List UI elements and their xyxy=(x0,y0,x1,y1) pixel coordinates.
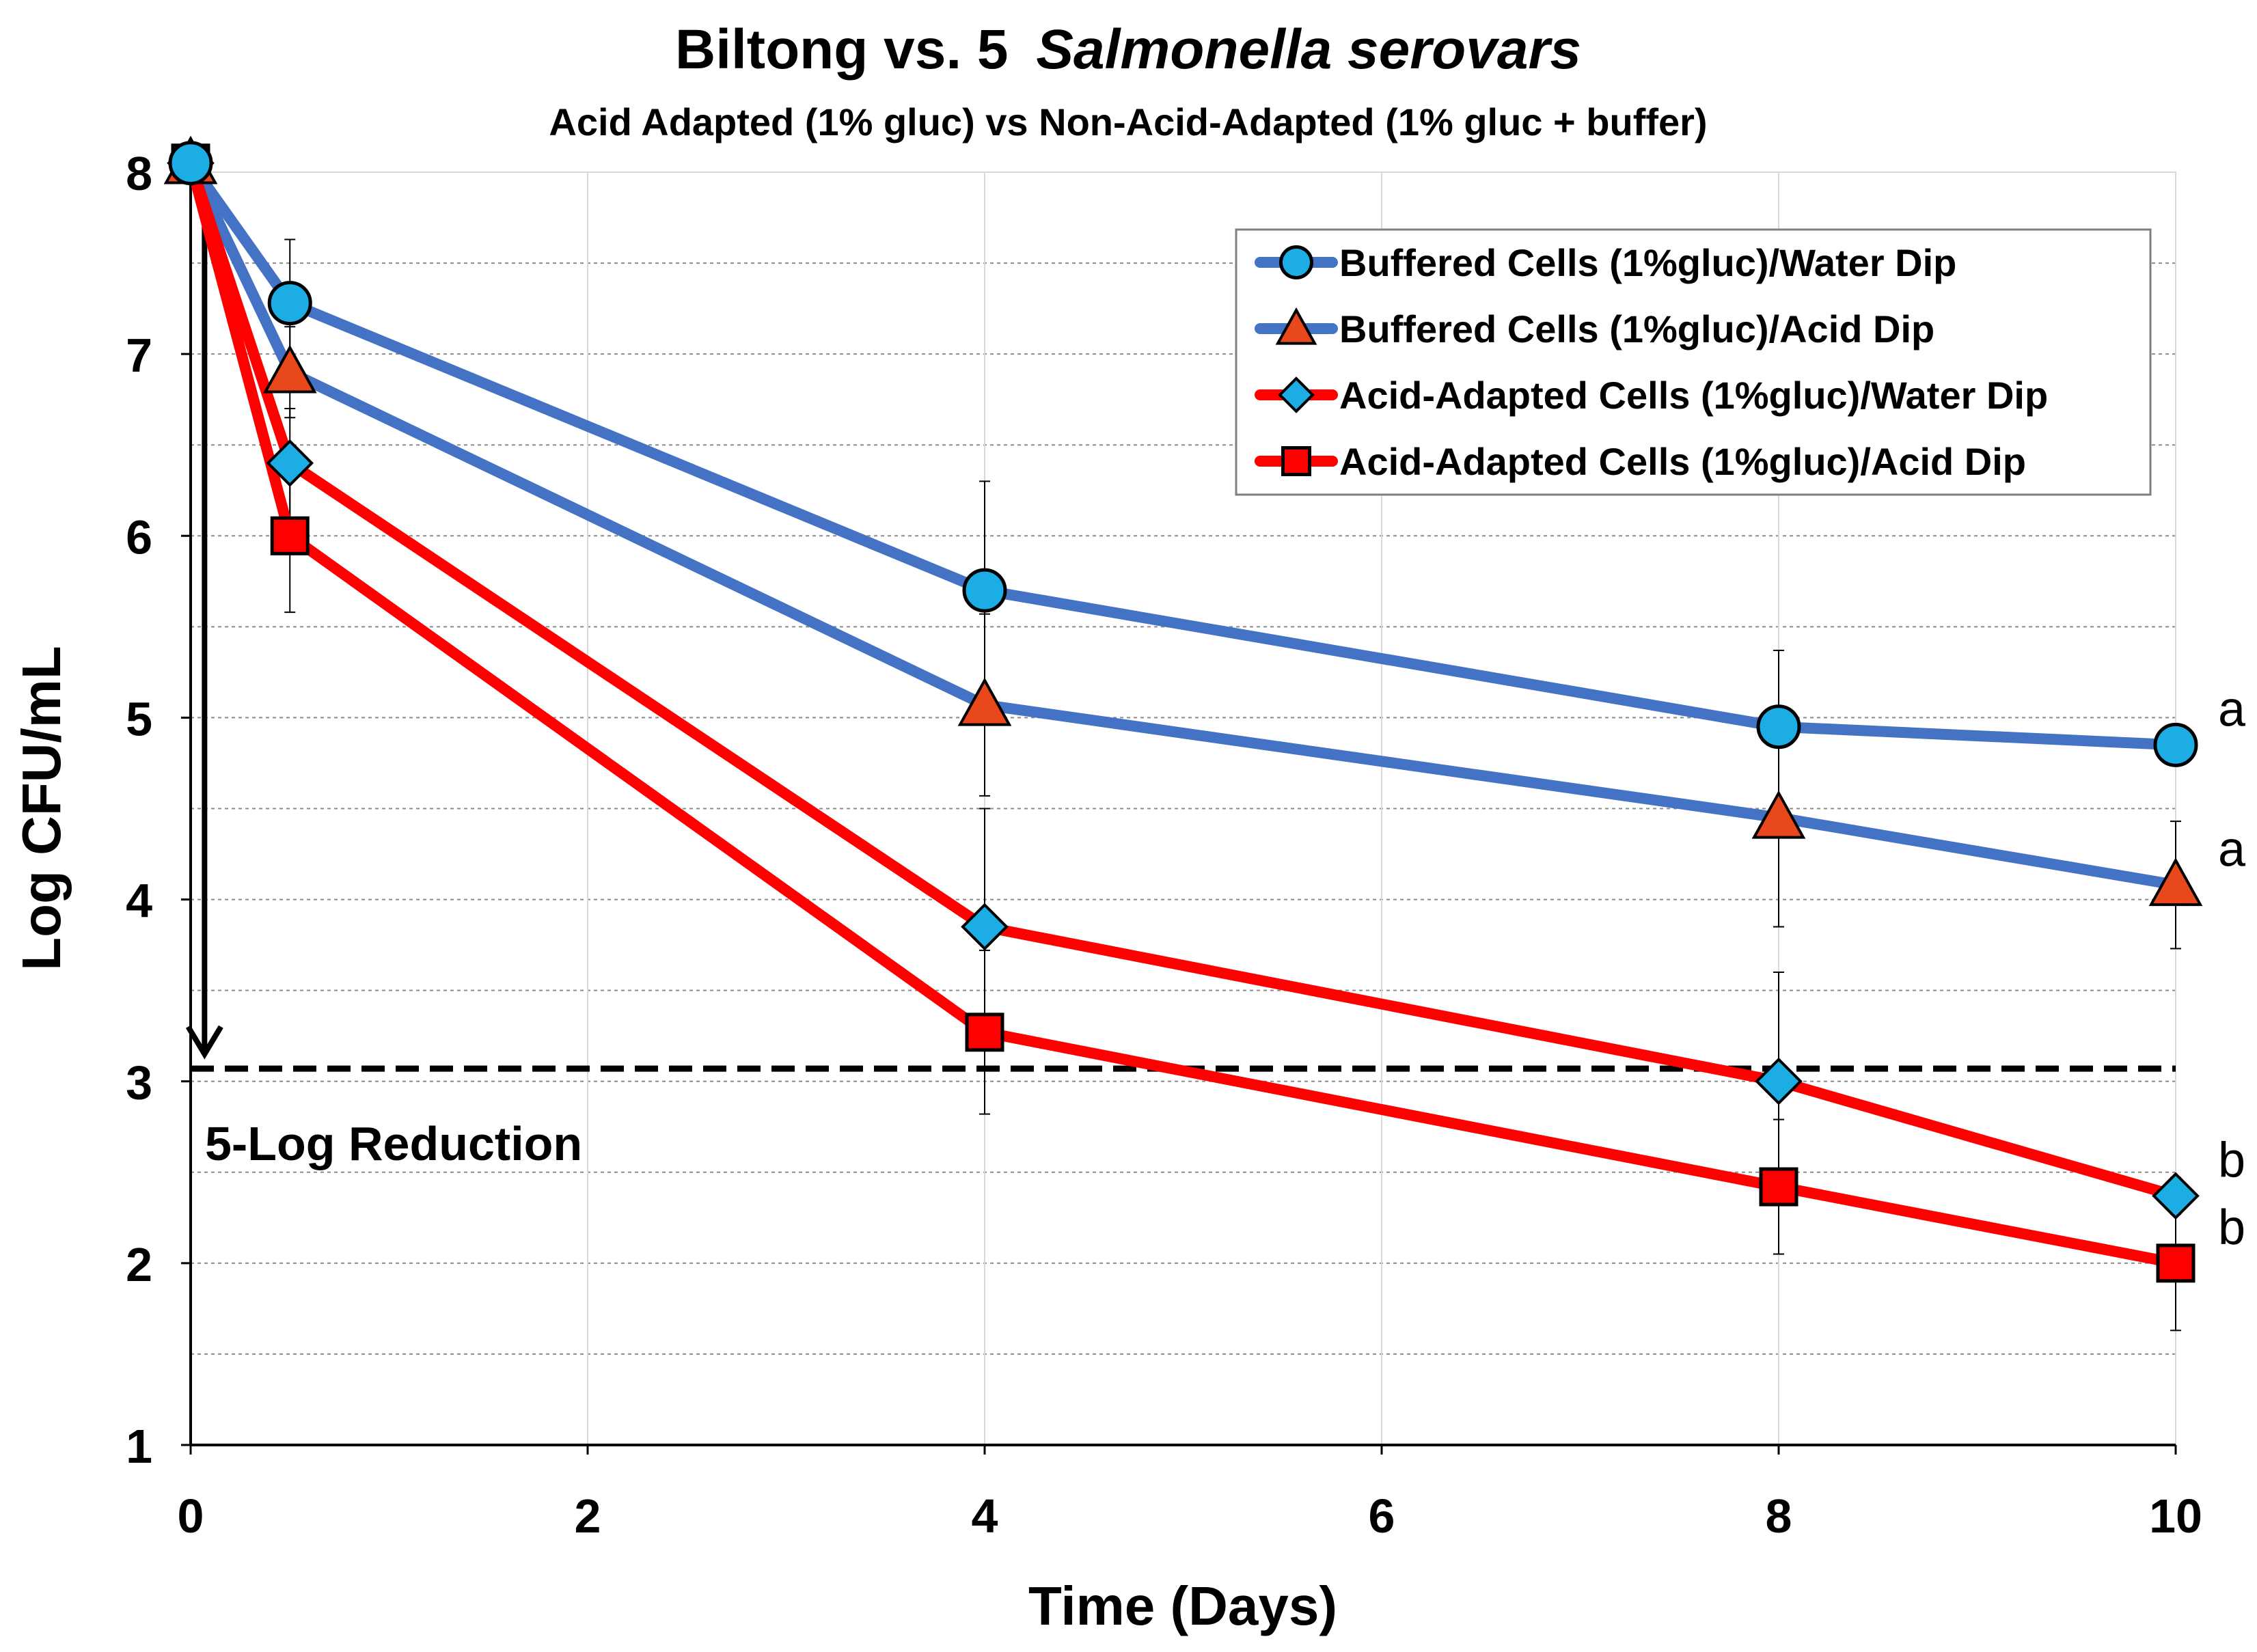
chart-title-group: Biltong vs. 5 Salmonella serovars xyxy=(675,18,1581,81)
legend-label-4: Acid-Adapted Cells (1%gluc)/Acid Dip xyxy=(1339,440,2026,483)
chart-subtitle: Acid Adapted (1% gluc) vs Non-Acid-Adapt… xyxy=(549,100,1707,143)
data-point-series-1 xyxy=(962,568,1007,613)
legend-box xyxy=(1235,228,2152,496)
significance-label-series-3: b xyxy=(2218,1133,2245,1187)
data-point-series-1 xyxy=(168,141,213,186)
data-point-series-1 xyxy=(2153,722,2198,767)
y-tick-label: 5 xyxy=(126,692,152,745)
data-point-series-4 xyxy=(2156,1243,2196,1283)
data-point-series-1 xyxy=(267,281,312,326)
axis-tick-labels: 1 2 3 4 5 6 7 8 0 2 4 6 8 10 xyxy=(126,147,2202,1543)
data-point-series-3 xyxy=(1755,1057,1803,1105)
x-tick-label: 4 xyxy=(972,1489,998,1543)
data-point-series-4 xyxy=(1759,1167,1798,1207)
y-tick-label: 3 xyxy=(126,1056,152,1110)
legend-marker-1 xyxy=(1279,245,1313,279)
significance-label-series-1: a xyxy=(2218,682,2246,736)
significance-label-series-2: a xyxy=(2218,822,2246,877)
data-point-series-2 xyxy=(1751,790,1806,839)
y-tick-label: 7 xyxy=(126,329,152,382)
data-point-series-2 xyxy=(957,677,1012,726)
series-markers xyxy=(163,135,2203,1283)
y-tick-label: 8 xyxy=(126,147,152,200)
y-tick-label: 4 xyxy=(126,875,152,928)
y-tick-label: 1 xyxy=(126,1420,152,1473)
data-point-series-3 xyxy=(2152,1172,2200,1220)
significance-labels: bb a a xyxy=(2218,682,2246,1255)
x-tick-label: 0 xyxy=(178,1489,204,1543)
x-axis-label: Time (Days) xyxy=(1028,1575,1337,1636)
y-axis-label: Log CFU/mL xyxy=(11,646,72,970)
x-tick-label: 10 xyxy=(2149,1489,2202,1543)
data-point-series-2 xyxy=(2148,857,2203,907)
legend-label-2: Buffered Cells (1%gluc)/Acid Dip xyxy=(1339,307,1934,350)
x-tick-label: 2 xyxy=(575,1489,601,1543)
significance-label-series-4: b xyxy=(2218,1200,2245,1255)
reduction-arrow-head xyxy=(185,1025,223,1060)
x-tick-label: 8 xyxy=(1766,1489,1792,1543)
legend-label-3: Acid-Adapted Cells (1%gluc)/Water Dip xyxy=(1339,374,2048,417)
chart-title-italic: Salmonella serovars xyxy=(1036,18,1581,81)
data-point-series-4 xyxy=(965,1013,1004,1052)
legend-marker-4 xyxy=(1281,446,1311,476)
legend-marker-3 xyxy=(1278,376,1315,413)
legend: Buffered Cells (1%gluc)/Water Dip Buffere… xyxy=(1235,228,2152,496)
y-tick-label: 2 xyxy=(126,1238,152,1291)
legend-marker-2 xyxy=(1275,307,1317,345)
data-point-series-2 xyxy=(262,344,317,394)
data-point-series-3 xyxy=(266,439,314,487)
data-point-series-4 xyxy=(270,516,310,555)
data-point-series-1 xyxy=(1756,704,1801,749)
y-tick-label: 6 xyxy=(126,510,152,564)
data-point-series-3 xyxy=(961,903,1009,951)
chart-title: Biltong vs. 5 xyxy=(675,18,1009,81)
x-tick-label: 6 xyxy=(1369,1489,1395,1543)
reference-line-label: 5-Log Reduction xyxy=(205,1117,582,1170)
legend-label-1: Buffered Cells (1%gluc)/Water Dip xyxy=(1339,241,1956,284)
